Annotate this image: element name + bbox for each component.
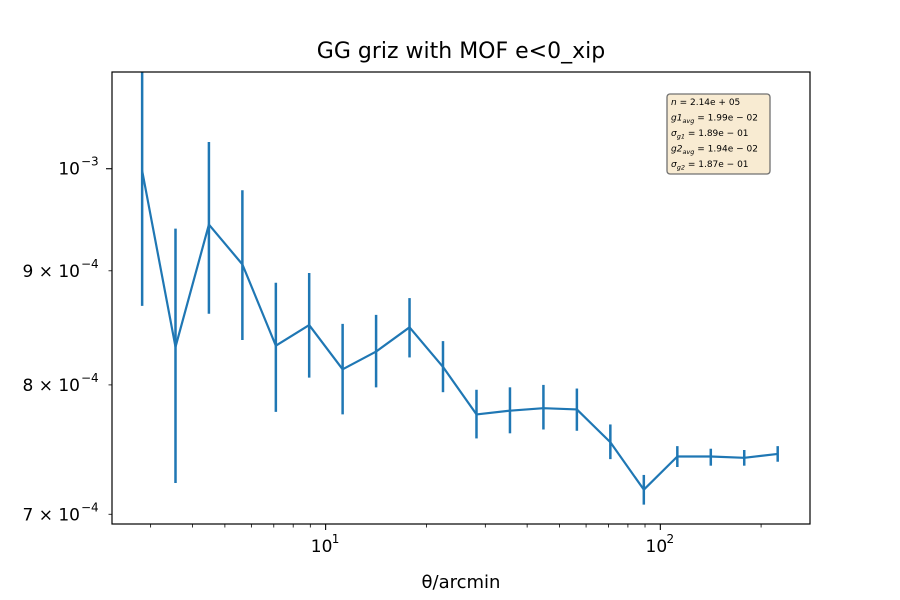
series-line	[141, 170, 778, 491]
x-tick-exponent: 2	[667, 532, 675, 546]
y-tick-exponent: −3	[81, 155, 99, 169]
stats-box-frame	[666, 93, 771, 175]
y-tick-label: 10	[58, 160, 80, 180]
stats-box-line: g2avg = 1.94e − 02	[671, 145, 758, 157]
y-tick-label: 9 × 10	[23, 262, 81, 282]
stats-box-line: g1avg = 1.99e − 02	[671, 114, 758, 126]
y-tick-exponent: −4	[81, 500, 99, 514]
chart-title: GG griz with MOF e<0_xip	[317, 39, 605, 64]
axes-frame	[111, 71, 811, 525]
series-line-group	[141, 170, 778, 491]
y-tick-label: 8 × 10	[23, 376, 81, 396]
x-tick-exponent: 1	[332, 532, 340, 546]
y-tick-label: 7 × 10	[23, 505, 81, 525]
x-tick-label: 10	[646, 537, 668, 557]
stats-box-line: σg2 = 1.87e − 01	[671, 160, 749, 172]
stats-box-line: σg1 = 1.89e − 01	[671, 129, 749, 141]
y-tick-exponent: −4	[81, 257, 99, 271]
axis-ticks: 10 1 10 210 −39 × 10 −48 × 10 −47 × 10 −4	[23, 155, 762, 557]
x-axis-label: θ/arcmin	[422, 572, 501, 593]
stats-box-line: n = 2.14e + 05	[671, 98, 740, 108]
y-tick-exponent: −4	[81, 371, 99, 385]
x-tick-label: 10	[311, 537, 333, 557]
stats-box: n = 2.14e + 05 g1avg = 1.99e − 02 σg1 = 1.…	[666, 93, 771, 175]
